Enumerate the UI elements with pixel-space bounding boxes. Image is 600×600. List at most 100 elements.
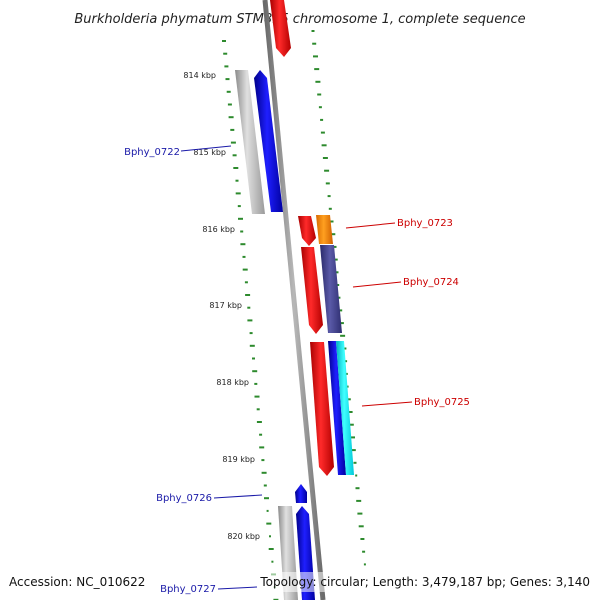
- gene-label-bphy-0725[interactable]: Bphy_0725: [361, 397, 470, 408]
- gene-bphy-0724-purple-block: [320, 245, 342, 333]
- track-dot: [247, 319, 253, 322]
- track-dot: [334, 271, 339, 274]
- track-dot: [360, 538, 365, 540]
- gene-label-text: Bphy_0725: [414, 397, 470, 408]
- track-dot: [245, 294, 251, 296]
- leader-line: [352, 281, 402, 288]
- track-dot: [222, 40, 226, 42]
- accession-text: Accession: NC_010622: [9, 575, 145, 589]
- track-dot: [328, 207, 332, 210]
- track-dot: [240, 230, 244, 233]
- track-dot: [240, 243, 246, 246]
- gene-label-text: Bphy_0724: [403, 277, 459, 288]
- track-dot: [358, 525, 364, 528]
- track-dot: [232, 154, 237, 157]
- track-dot: [363, 563, 366, 566]
- track-dot: [249, 332, 253, 335]
- gene-label-bphy-0724[interactable]: Bphy_0724: [352, 277, 459, 288]
- track-dot: [315, 80, 321, 83]
- tick-label: 820 kbp: [227, 532, 260, 541]
- track-dot: [320, 118, 324, 121]
- track-dot: [271, 560, 274, 563]
- track-dot: [249, 344, 255, 347]
- track-dot: [356, 499, 362, 502]
- track-dot: [259, 433, 263, 436]
- tick-label: 817 kbp: [209, 301, 242, 310]
- map-title: Burkholderia phymatum STM815 chromosome …: [74, 12, 525, 27]
- track-dot: [254, 395, 260, 398]
- track-dot: [321, 144, 327, 147]
- gene-bphy-0725-cyan-block: [336, 341, 354, 475]
- track-dot: [256, 421, 262, 423]
- leader-line: [180, 145, 232, 152]
- track-dot: [247, 306, 251, 309]
- track-dot: [353, 461, 357, 464]
- track-dot: [269, 535, 271, 538]
- gene-bphy-0725-blue-block: [328, 341, 346, 475]
- track-dot: [318, 106, 322, 109]
- track-dot: [347, 411, 353, 413]
- track-dot: [254, 382, 258, 385]
- tick-label: 819 kbp: [222, 455, 255, 464]
- track-dot: [252, 357, 255, 360]
- leader-line: [345, 222, 396, 229]
- gene-label-text: Bphy_0726: [156, 493, 212, 504]
- track-dot: [227, 103, 232, 106]
- track-dot: [338, 322, 344, 325]
- gene-label-text: Bphy_0723: [397, 218, 453, 229]
- track-dot: [261, 459, 265, 462]
- track-dot: [338, 309, 343, 312]
- track-dot: [242, 268, 248, 271]
- gene-bphy-0722-arrow: [254, 70, 283, 212]
- track-dot: [256, 408, 260, 411]
- track-dot: [235, 192, 241, 195]
- track-dot: [224, 65, 229, 68]
- right-dotted-track: [311, 30, 366, 566]
- track-dot: [355, 487, 360, 490]
- tick-label: 818 kbp: [216, 378, 249, 387]
- gene-bphy-0723-orange-block: [316, 215, 333, 244]
- leader-line: [213, 494, 263, 499]
- track-dot: [340, 334, 346, 337]
- top-red-arrow: [270, 0, 291, 57]
- gene-bphy-0726-arrow: [295, 484, 307, 503]
- track-dot: [330, 233, 336, 236]
- track-dot: [268, 548, 274, 550]
- track-dot: [273, 598, 279, 600]
- gene-bphy-0724-arrow: [301, 247, 323, 334]
- gene-label-bphy-0727[interactable]: Bphy_0727: [160, 584, 258, 595]
- topology-summary-text: Topology: circular; Length: 3,479,187 bp…: [259, 575, 590, 589]
- tick-label: 815 kbp: [193, 148, 226, 157]
- gene-bphy-0725-arrow: [310, 342, 334, 476]
- tick-label: 814 kbp: [183, 71, 216, 80]
- tick-label: 816 kbp: [202, 225, 235, 234]
- gene-label-bphy-0726[interactable]: Bphy_0726: [156, 493, 263, 504]
- track-dot: [259, 446, 265, 449]
- track-dot: [337, 296, 341, 299]
- gene-label-bphy-0722[interactable]: Bphy_0722: [124, 145, 232, 158]
- gene-bphy-0722-gray-block: [235, 70, 265, 214]
- gene-bphy-0726-shapes[interactable]: [295, 484, 307, 503]
- track-dot: [311, 30, 315, 32]
- gene-bphy-0725-shapes[interactable]: [310, 341, 354, 476]
- track-dot: [237, 205, 241, 208]
- gene-top-red-arrow[interactable]: [270, 0, 291, 57]
- footer-backdrop: [258, 572, 596, 592]
- track-dot: [242, 255, 246, 258]
- track-dot: [346, 398, 351, 401]
- track-dot: [325, 182, 330, 185]
- track-dot: [223, 52, 228, 55]
- track-dot: [320, 131, 325, 134]
- track-dot: [230, 128, 235, 131]
- gene-bphy-0724-shapes[interactable]: [301, 245, 342, 334]
- track-dot: [350, 436, 355, 439]
- track-dot: [348, 423, 354, 426]
- track-dot: [252, 370, 258, 373]
- gene-bphy-0723-shapes[interactable]: [298, 215, 333, 246]
- gene-label-text: Bphy_0727: [160, 584, 216, 595]
- gene-bphy-0722-shapes[interactable]: [235, 70, 283, 214]
- track-dot: [264, 497, 269, 500]
- leader-line: [361, 401, 413, 407]
- gene-label-bphy-0723[interactable]: Bphy_0723: [345, 218, 453, 229]
- track-dot: [266, 509, 269, 512]
